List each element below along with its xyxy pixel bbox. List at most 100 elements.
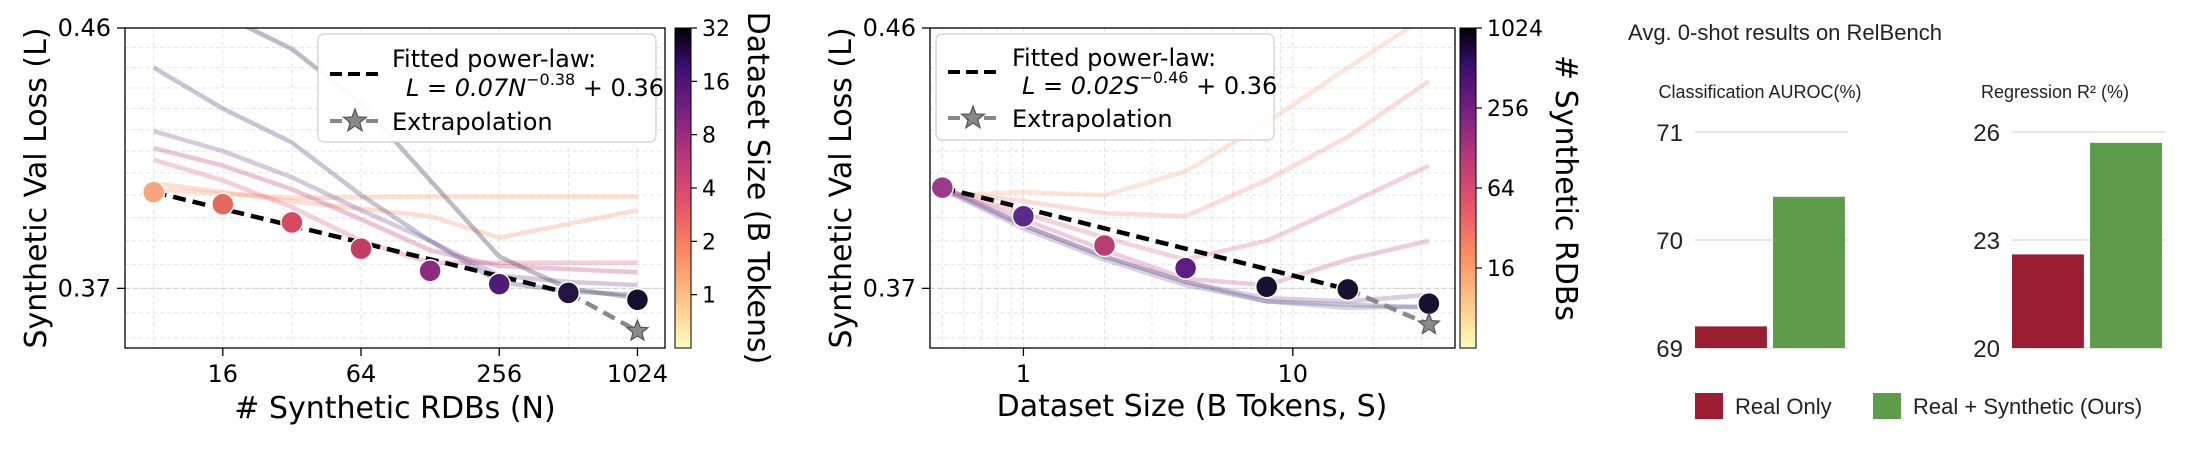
scaling-curve — [941, 187, 1429, 311]
y-tick-label: 0.37 — [58, 274, 111, 302]
left-y-axis-label: Synthetic Val Loss (L) — [19, 27, 54, 348]
bar-y-tick-label: 70 — [1656, 228, 1683, 255]
regression-title: Regression R² (%) — [1981, 82, 2129, 102]
middle-fit-line — [941, 185, 1430, 327]
left-scaling-chart: 16 64 256 1024 0.46 0.37 # Synthetic RDBs (N)… — [19, 12, 775, 426]
left-legend-formula: L = 0.07N−0.38 + 0.36 — [406, 70, 664, 102]
bars-title: Avg. 0-shot results on RelBench — [1628, 20, 1942, 45]
fit-point — [418, 258, 442, 283]
extrapolation-star — [625, 318, 650, 342]
fit-point — [556, 281, 581, 305]
left-legend: Fitted power-law: L = 0.07N−0.38 + 0.36 … — [317, 33, 664, 143]
middle-colorbar-ticks: 1024 256 64 16 — [1476, 17, 1543, 282]
left-legend-box — [317, 33, 657, 143]
fit-point — [930, 175, 955, 200]
x-tick-label: 10 — [1278, 360, 1309, 388]
middle-plot-frame — [929, 27, 1456, 349]
scaling-curve — [153, 186, 638, 201]
legend-swatch-real-only — [1695, 393, 1723, 419]
colorbar-tick-label: 64 — [1487, 177, 1515, 202]
classification-title: Classification AUROC(%) — [1658, 82, 1861, 102]
y-tick-label: 0.37 — [863, 274, 916, 302]
middle-legend-extrap-label: Extrapolation — [1012, 105, 1173, 133]
fit-point — [141, 180, 166, 204]
x-tick-label: 1 — [1016, 360, 1031, 388]
legend-label-real-synthetic: Real + Synthetic (Ours) — [1913, 394, 2142, 419]
fit-point — [1173, 256, 1198, 280]
middle-legend-star-icon — [959, 104, 987, 130]
colorbar-tick-label: 16 — [702, 70, 730, 95]
x-tick-label: 64 — [346, 360, 377, 388]
fit-point — [487, 272, 511, 296]
bar — [1773, 196, 1845, 348]
bar — [2090, 142, 2162, 348]
bar — [1695, 326, 1767, 348]
fit-point — [280, 210, 304, 235]
left-colorbar-label: Dataset Size (B Tokens) — [740, 12, 775, 365]
scaling-curve — [153, 180, 638, 240]
fit-point — [1011, 204, 1036, 228]
bar-y-tick-label: 23 — [1973, 228, 2000, 255]
x-tick-label: 1024 — [607, 360, 668, 388]
middle-legend-formula: L = 0.02S−0.46 + 0.36 — [1022, 68, 1277, 100]
relbench-bar-charts: Avg. 0-shot results on RelBench Classifi… — [1628, 20, 2165, 419]
bar-y-tick-label: 26 — [1973, 120, 2000, 147]
fit-point — [1336, 277, 1360, 302]
fit-point — [1092, 233, 1117, 258]
y-tick-label: 0.46 — [58, 14, 111, 42]
scaling-curve — [942, 28, 1414, 198]
left-x-axis-label: # Synthetic RDBs (N) — [234, 391, 555, 426]
fit-point — [1417, 291, 1441, 316]
middle-y-axis-label: Synthetic Val Loss (L) — [824, 27, 859, 348]
middle-ticks: 1 10 0.46 0.37 — [863, 14, 1309, 388]
middle-fit-points — [930, 175, 1441, 335]
colorbar-tick-label: 16 — [1487, 257, 1515, 282]
colorbar-tick-label: 8 — [702, 124, 716, 149]
fit-point — [349, 236, 373, 261]
left-plot-frame — [124, 27, 666, 349]
colorbar-tick-label: 2 — [702, 230, 716, 255]
classification-chart: 71 70 69 — [1656, 120, 1848, 363]
scaling-curve — [152, 65, 638, 298]
scaling-curve — [942, 79, 1431, 219]
colorbar-tick-label: 1024 — [1487, 17, 1543, 42]
colorbar-tick-label: 256 — [1487, 97, 1529, 122]
middle-legend: Fitted power-law: L = 0.02S−0.46 + 0.36 … — [935, 33, 1277, 141]
legend-label-real-only: Real Only — [1735, 394, 1832, 419]
extrapolation-line — [567, 290, 639, 334]
colorbar-tick-label: 32 — [702, 17, 730, 42]
bar-y-tick-label: 69 — [1656, 336, 1683, 363]
left-fit-points — [141, 180, 650, 342]
left-ticks: 16 64 256 1024 0.46 0.37 — [58, 14, 668, 388]
left-legend-extrap-label: Extrapolation — [392, 108, 553, 136]
scaling-curve — [153, 146, 638, 275]
bar — [2012, 254, 2084, 348]
y-tick-label: 0.46 — [863, 14, 916, 42]
colorbar-tick-label: 4 — [702, 177, 716, 202]
left-colorbar — [674, 27, 692, 349]
middle-colorbar — [1459, 27, 1477, 349]
middle-legend-fit-label: Fitted power-law: — [1012, 44, 1216, 72]
fit-point — [211, 192, 235, 216]
left-legend-star-icon — [341, 107, 369, 133]
fit-line — [941, 185, 1349, 292]
colorbar-tick-label: 1 — [702, 284, 716, 309]
middle-legend-box — [935, 33, 1275, 141]
fit-point — [1254, 274, 1279, 299]
middle-x-axis-label: Dataset Size (B Tokens, S) — [997, 389, 1388, 424]
bar-y-tick-label: 71 — [1656, 120, 1683, 147]
legend-swatch-real-synthetic — [1873, 393, 1901, 419]
regression-chart: 26 23 20 — [1973, 120, 2165, 363]
left-legend-fit-label: Fitted power-law: — [392, 45, 596, 73]
extrapolation-line — [1346, 287, 1430, 327]
bars-legend: Real Only Real + Synthetic (Ours) — [1695, 393, 2142, 419]
x-tick-label: 256 — [476, 360, 522, 388]
extrapolation-star — [1416, 311, 1441, 335]
x-tick-label: 16 — [208, 360, 239, 388]
fit-point — [625, 287, 650, 312]
left-colorbar-ticks: 32 16 8 4 2 1 — [691, 17, 730, 309]
bar-y-tick-label: 20 — [1973, 336, 2000, 363]
scaling-curve — [153, 128, 638, 288]
middle-colorbar-label: # Synthetic RDBs — [1548, 55, 1583, 321]
